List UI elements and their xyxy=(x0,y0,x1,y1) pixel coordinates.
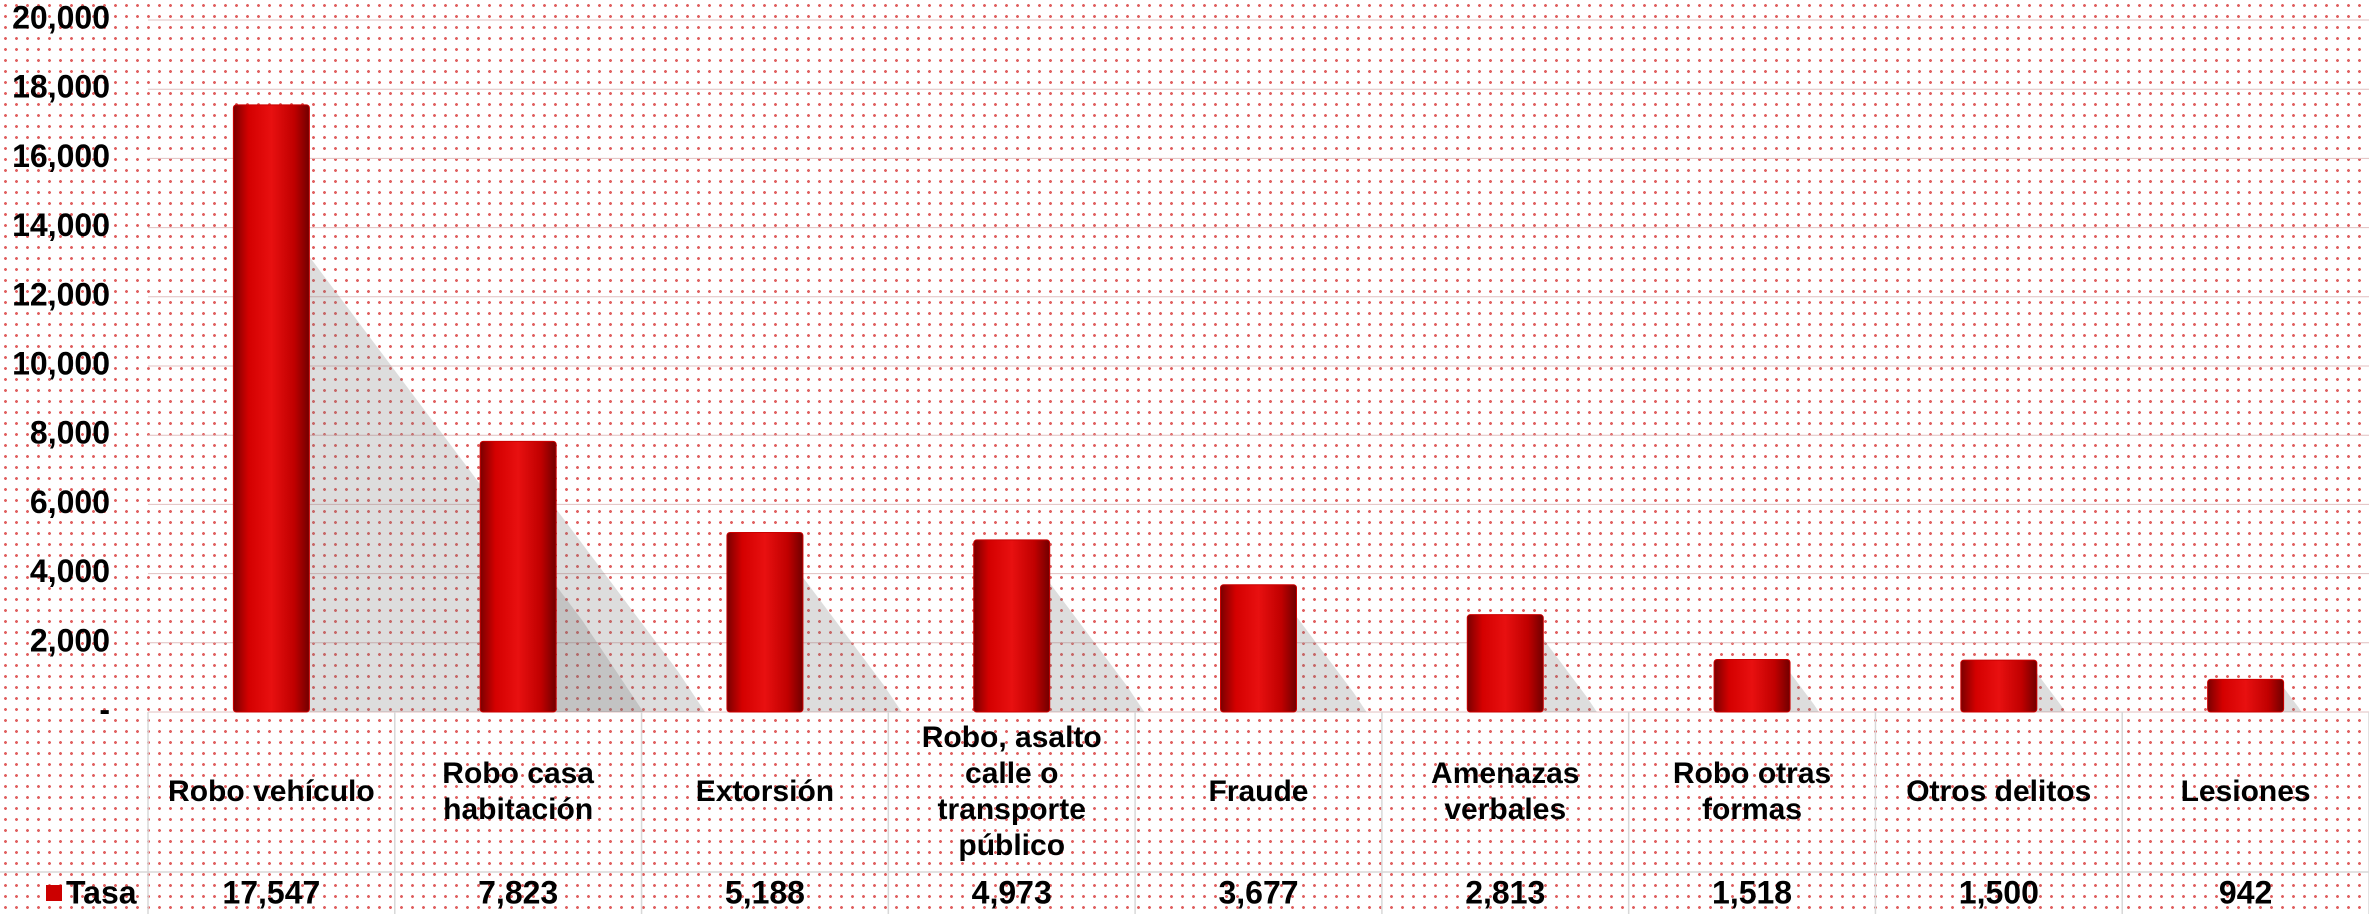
bar-shadow xyxy=(2283,687,2302,712)
y-tick-label: - xyxy=(99,691,110,727)
legend-swatch xyxy=(46,885,62,901)
x-tick-label: Extorsión xyxy=(695,775,835,808)
bar-shadow xyxy=(1049,582,1145,712)
value-label: 4,973 xyxy=(972,874,1052,910)
y-tick-label: 20,000 xyxy=(12,0,110,35)
bar xyxy=(726,531,804,713)
y-tick-label: 14,000 xyxy=(12,207,110,243)
value-label: 942 xyxy=(2219,874,2272,910)
bar xyxy=(1466,614,1544,713)
y-tick-label: 16,000 xyxy=(12,138,110,174)
legend-label: Tasa xyxy=(66,874,137,910)
y-tick-label: 12,000 xyxy=(12,276,110,312)
x-tick-label: Lesiones xyxy=(2180,775,2311,808)
value-label: 3,677 xyxy=(1218,874,1298,910)
bar xyxy=(1713,658,1791,713)
x-tick-label: Otros delitos xyxy=(1906,775,2092,808)
value-label: 17,547 xyxy=(222,874,320,910)
bar xyxy=(2207,678,2285,713)
value-label: 5,188 xyxy=(725,874,805,910)
y-tick-label: 2,000 xyxy=(30,622,110,658)
bar-shadow xyxy=(802,577,902,712)
value-label: 1,518 xyxy=(1712,874,1792,910)
bar-shadow xyxy=(1790,672,1819,712)
bar-shadow xyxy=(556,508,706,712)
value-label: 7,823 xyxy=(478,874,558,910)
bar xyxy=(232,104,310,713)
y-tick-label: 6,000 xyxy=(30,484,110,520)
y-tick-label: 8,000 xyxy=(30,415,110,451)
bar xyxy=(1960,659,2038,713)
y-tick-label: 4,000 xyxy=(30,553,110,589)
bar-shadow xyxy=(2036,673,2066,712)
bar xyxy=(973,539,1051,713)
value-label: 1,500 xyxy=(1959,874,2039,910)
x-tick-label: Robo casa habitación xyxy=(442,757,594,826)
bar-shadow xyxy=(309,256,644,712)
x-tick-label: Amenazas verbales xyxy=(1431,757,1580,826)
value-label: 2,813 xyxy=(1465,874,1545,910)
x-tick-label: Robo otras formas xyxy=(1672,757,1832,826)
x-tick-label: Robo, asalto calle o transporte público xyxy=(921,721,1102,862)
y-tick-label: 10,000 xyxy=(12,345,110,381)
bar xyxy=(479,440,557,713)
bar-shadow xyxy=(1543,639,1597,712)
bar xyxy=(1220,584,1297,713)
x-tick-label: Robo vehículo xyxy=(168,775,375,808)
y-tick-label: 18,000 xyxy=(12,69,110,105)
x-tick-label: Fraude xyxy=(1208,775,1309,808)
bar-shadow xyxy=(1296,616,1367,712)
